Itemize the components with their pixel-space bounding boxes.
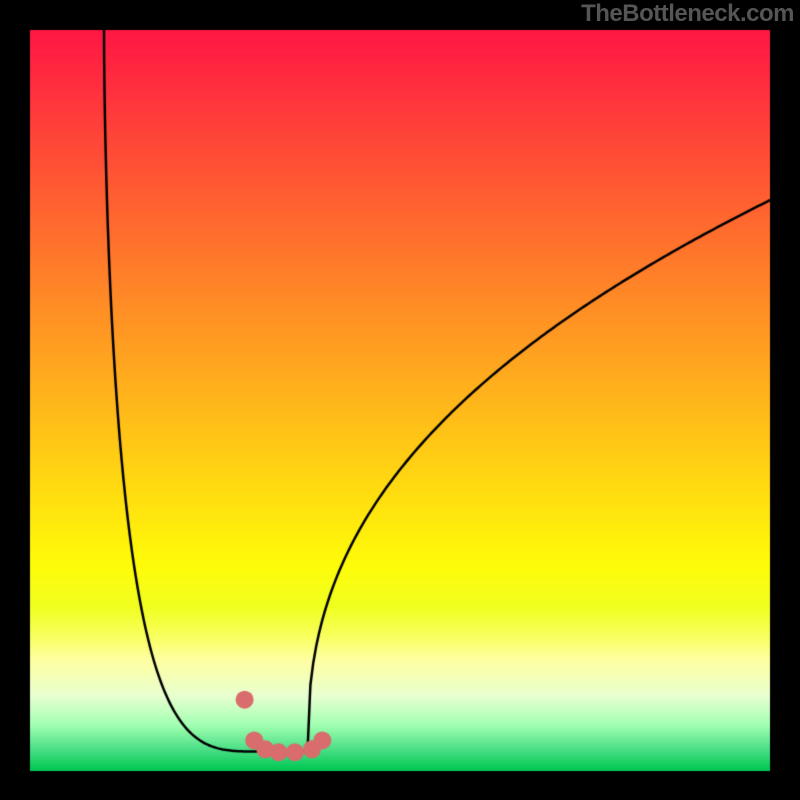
chart-container: TheBottleneck.com — [0, 0, 800, 800]
watermark-text: TheBottleneck.com — [581, 0, 794, 28]
bottleneck-chart-canvas — [0, 0, 800, 800]
